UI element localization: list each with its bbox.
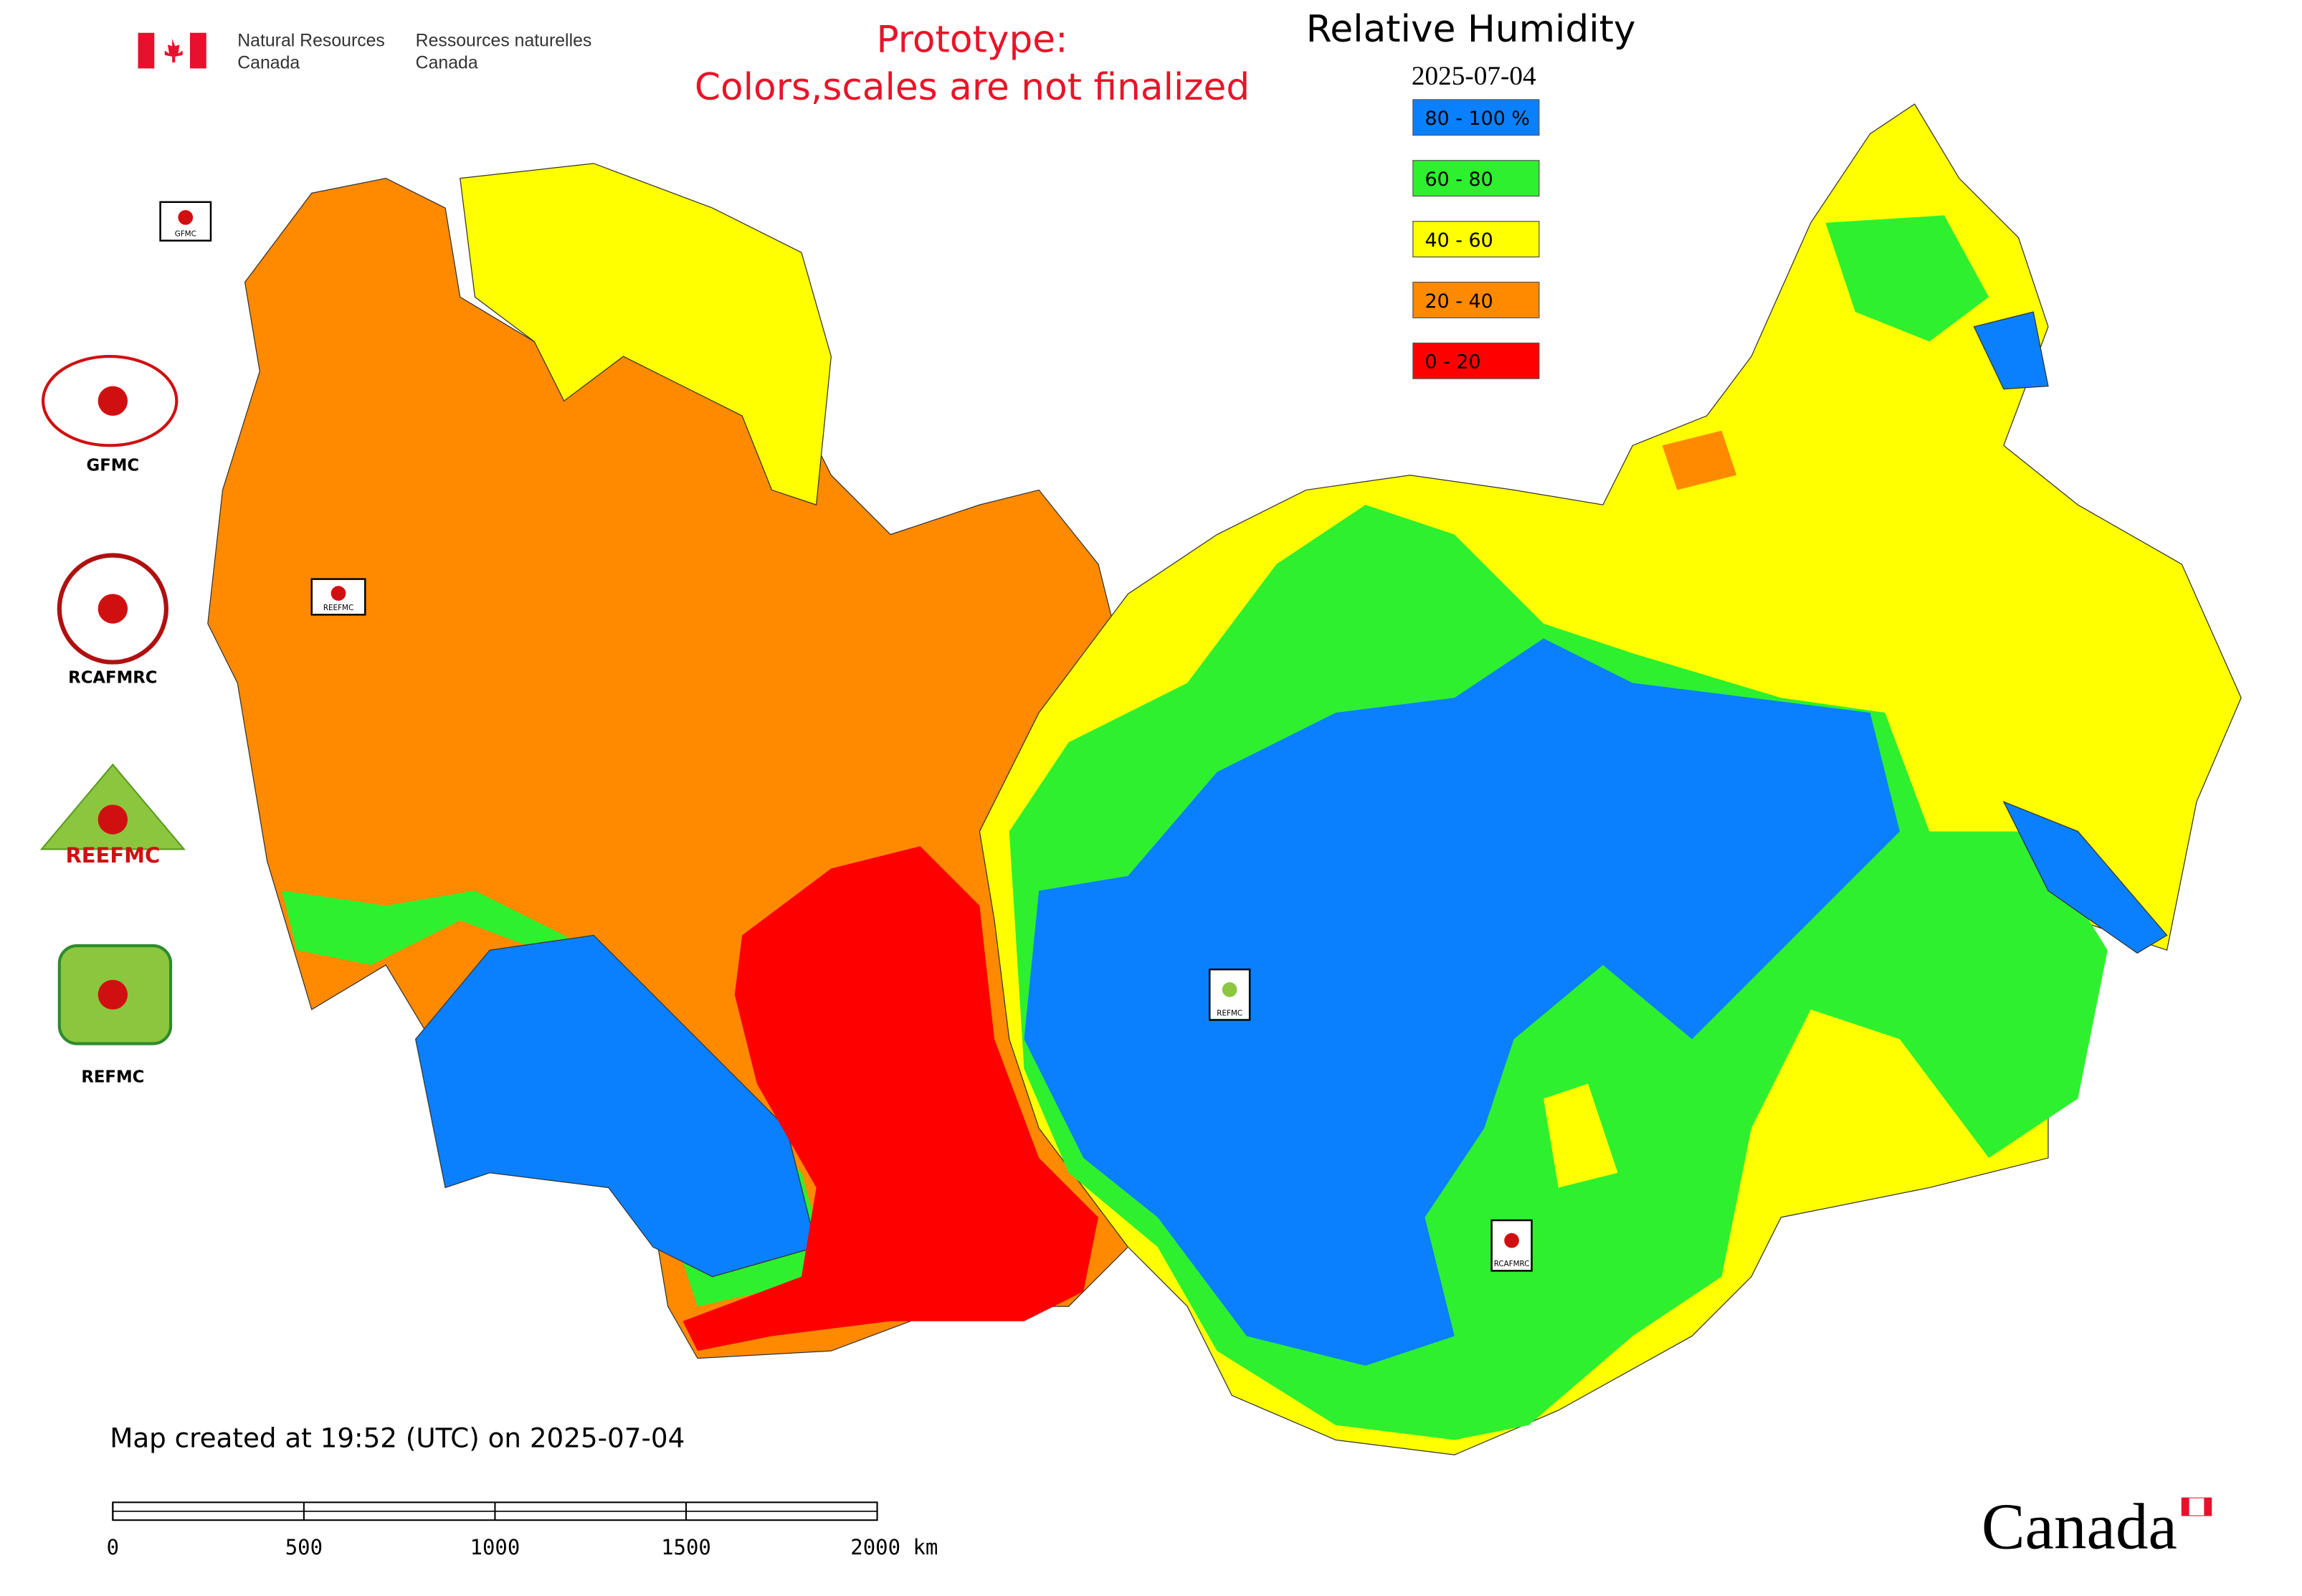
legend-swatch <box>1412 281 1540 318</box>
map-marker-icon <box>1222 982 1237 997</box>
logo-label: REFMC <box>81 1068 144 1086</box>
map-footer: Map created at 19:52 (UTC) on 2025-07-04 <box>110 1422 685 1454</box>
department-fr: Canada <box>416 53 478 72</box>
map-title: Relative Humidity <box>1306 8 1636 51</box>
scale-tick-label: 1500 <box>661 1535 711 1559</box>
flag-band <box>2182 1498 2189 1516</box>
map-date: 2025-07-04 <box>1412 62 1536 91</box>
legend-label: 0 - 20 <box>1425 351 1480 374</box>
notice: Colors,scales are not finalized <box>695 66 1250 109</box>
logo-flame <box>97 594 128 624</box>
scale-tick-label: 2000 km <box>850 1535 938 1559</box>
department-fr: Ressources naturelles <box>416 31 592 50</box>
logo-label: GFMC <box>87 457 140 475</box>
legend-label: 20 - 40 <box>1425 290 1493 313</box>
legend-label: 60 - 80 <box>1425 168 1493 191</box>
map-markers: GFMC REEFMC REFMC RCAFMRC <box>159 201 1533 1272</box>
map-marker-label: REEFMC <box>323 604 353 612</box>
legend-label: 80 - 100 % <box>1425 108 1530 130</box>
legend-label: 40 - 60 <box>1425 229 1493 252</box>
region <box>1024 638 1900 1366</box>
logo-label: REEFMC <box>65 843 160 868</box>
department-en: Canada <box>237 53 300 72</box>
legend-swatch <box>1412 221 1540 258</box>
logo-flame <box>97 804 128 835</box>
map-marker-icon <box>1504 1232 1519 1248</box>
legend-swatch <box>1412 342 1540 379</box>
region <box>1973 311 2049 390</box>
legend: 80 - 100 % 60 - 80 40 - 60 20 - 40 0 - 20 <box>1412 99 1540 379</box>
map-marker-label: REFMC <box>1217 1009 1242 1017</box>
flag-band <box>189 32 206 69</box>
map-regions <box>207 103 2242 1455</box>
logos: GFMC RCAFMRC REEFMC REFMC <box>39 355 186 1086</box>
region <box>1662 430 1737 490</box>
map-marker-icon <box>178 209 194 225</box>
region <box>1825 215 1989 342</box>
region <box>2002 800 2168 954</box>
map-marker-label: GFMC <box>175 229 196 238</box>
scale-tick-label: 500 <box>285 1535 323 1559</box>
scale-tick-label: 0 <box>107 1535 119 1559</box>
logo-label: RCAFMRC <box>68 669 157 688</box>
map-marker-label: RCAFMRC <box>1494 1260 1530 1268</box>
wordmark: Canada <box>1982 1491 2177 1563</box>
canada-wordmark: Canada <box>1982 1491 2212 1563</box>
flag-band <box>2204 1498 2212 1516</box>
legend-swatch <box>1412 99 1540 136</box>
scale-tick-label: 1000 <box>470 1535 520 1559</box>
scale-bar: 0 500 1000 1500 2000 km <box>107 1501 938 1559</box>
legend-swatch <box>1412 160 1540 197</box>
region <box>1544 1083 1618 1188</box>
notice: Prototype: <box>876 19 1067 62</box>
map-marker-icon <box>330 586 346 601</box>
region <box>682 846 1099 1352</box>
logo-flame <box>97 386 128 416</box>
region <box>460 163 832 505</box>
government-signature: Natural Resources Canada Ressources natu… <box>138 31 592 72</box>
flag-band <box>138 32 155 69</box>
region <box>415 934 817 1278</box>
department-en: Natural Resources <box>237 31 385 50</box>
logo-flame <box>97 979 128 1010</box>
maple-leaf <box>164 39 183 63</box>
